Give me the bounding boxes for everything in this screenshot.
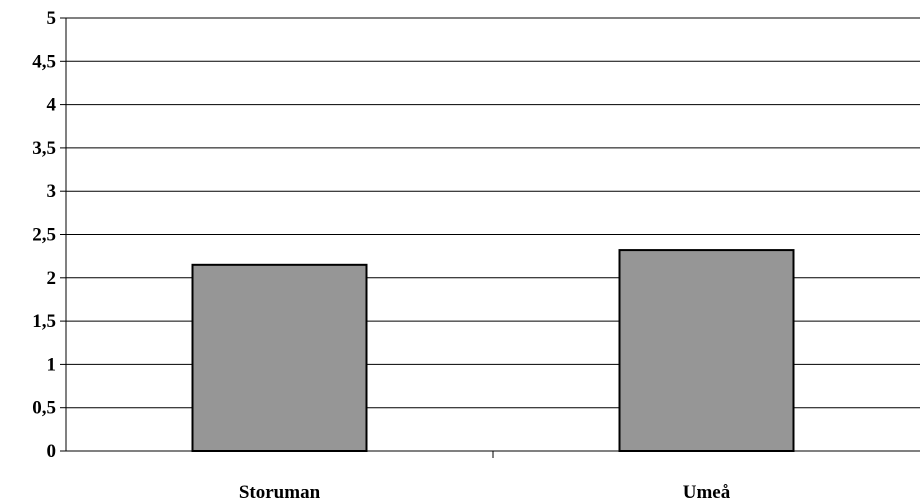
y-tick-label: 5	[47, 8, 57, 29]
y-tick-label: 0	[47, 441, 57, 462]
y-tick-label: 2	[47, 268, 57, 289]
y-tick-label: 0,5	[32, 398, 56, 419]
x-category-label: Storuman	[239, 482, 321, 501]
bar	[618, 249, 795, 452]
bar	[191, 263, 368, 452]
axes	[60, 17, 920, 458]
y-tick-label: 1	[47, 354, 57, 375]
bars	[191, 249, 795, 452]
y-tick-label: 3,5	[32, 138, 56, 159]
y-tick-label: 3	[47, 181, 57, 202]
tick-labels: 0 0,5 1 1,5 2 2,5 3 3,5 4 4,5 5 Storuman Umeå	[32, 8, 730, 501]
y-tick-label: 1,5	[32, 311, 56, 332]
y-tick-label: 4	[47, 95, 57, 116]
y-tick-label: 2,5	[32, 225, 56, 246]
y-tick-label: 4,5	[32, 51, 56, 72]
x-category-label: Umeå	[683, 482, 731, 501]
